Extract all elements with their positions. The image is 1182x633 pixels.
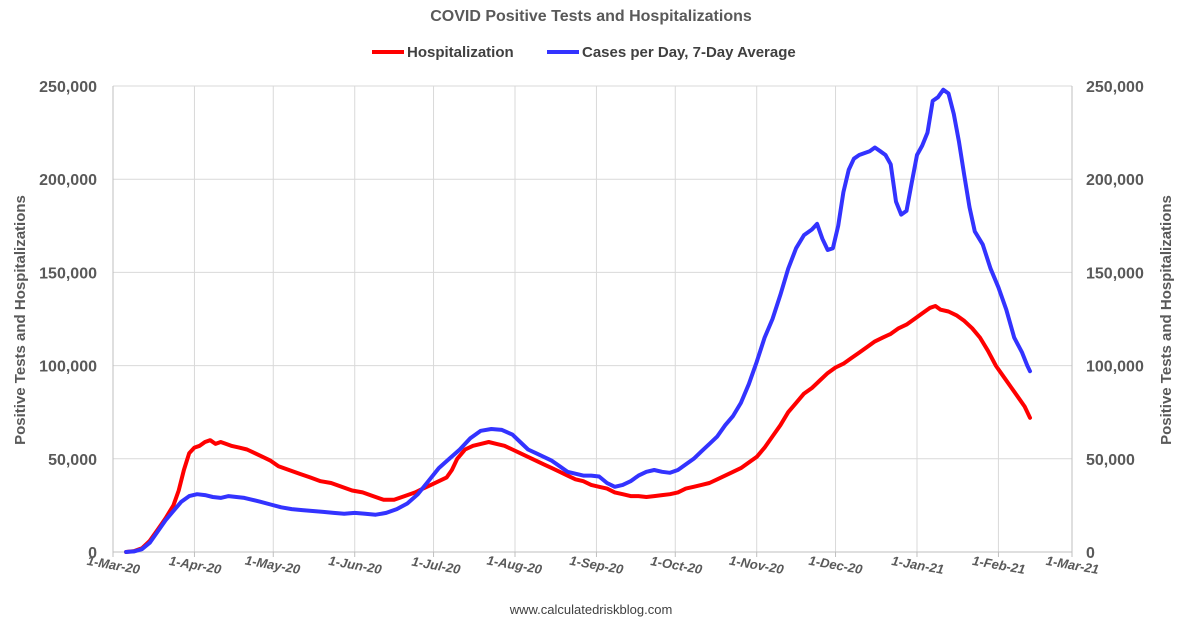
y-tick-label-right: 50,000	[1086, 452, 1135, 469]
y-tick-label-left: 100,000	[39, 359, 97, 376]
legend-label-hospitalization: Hospitalization	[407, 44, 514, 61]
x-tick-label: 1-Aug-20	[486, 553, 544, 578]
x-tick-label: 1-Sep-20	[569, 553, 626, 577]
y-tick-label-left: 250,000	[39, 79, 97, 96]
x-axis: 1-Mar-20 1-Apr-20 1-May-20 1-Jun-20 1-Jul-20…	[86, 86, 1100, 577]
series-line-cases	[124, 87, 1032, 554]
x-tick-label: 1-Jul-20	[411, 554, 463, 577]
y-tick-label-left: 150,000	[39, 265, 97, 282]
x-tick-label: 1-Nov-20	[728, 553, 785, 577]
y-tick-label-left: 0	[88, 545, 97, 562]
y-tick-label-right: 100,000	[1086, 359, 1144, 376]
source-credit: www.calculatedriskblog.com	[509, 602, 673, 617]
y-axis-left: 0 50,000 100,000 150,000 200,000 250,000	[39, 79, 97, 562]
x-tick-label: 1-Jan-21	[891, 553, 946, 577]
legend: Hospitalization Cases per Day, 7-Day Ave…	[372, 44, 796, 61]
y-tick-label-right: 250,000	[1086, 79, 1144, 96]
y-tick-label-left: 50,000	[48, 452, 97, 469]
x-tick-label: 1-May-20	[244, 553, 302, 578]
series-line-hospitalization	[124, 304, 1032, 554]
gridlines	[113, 85, 1072, 552]
x-tick-label: 1-Jun-20	[328, 553, 384, 577]
x-tick-label: 1-Oct-20	[650, 553, 705, 577]
y-tick-label-right: 200,000	[1086, 172, 1144, 189]
x-tick-label: 1-Mar-20	[86, 553, 142, 577]
legend-label-cases: Cases per Day, 7-Day Average	[582, 44, 796, 61]
y-axis-title-right: Positive Tests and Hospitalizations	[1158, 195, 1175, 445]
x-tick-label: 1-Dec-20	[808, 553, 865, 577]
chart-title: COVID Positive Tests and Hospitalization…	[430, 8, 752, 25]
y-axis-right: 0 50,000 100,000 150,000 200,000 250,000	[1086, 79, 1144, 562]
y-tick-label-left: 200,000	[39, 172, 97, 189]
plot-area	[124, 87, 1032, 554]
x-tick-label: 1-Feb-21	[971, 553, 1026, 577]
y-axis-title-left: Positive Tests and Hospitalizations	[12, 195, 29, 445]
x-tick-label: 1-Apr-20	[168, 553, 223, 577]
y-tick-label-right: 0	[1086, 545, 1095, 562]
y-tick-label-right: 150,000	[1086, 265, 1144, 282]
